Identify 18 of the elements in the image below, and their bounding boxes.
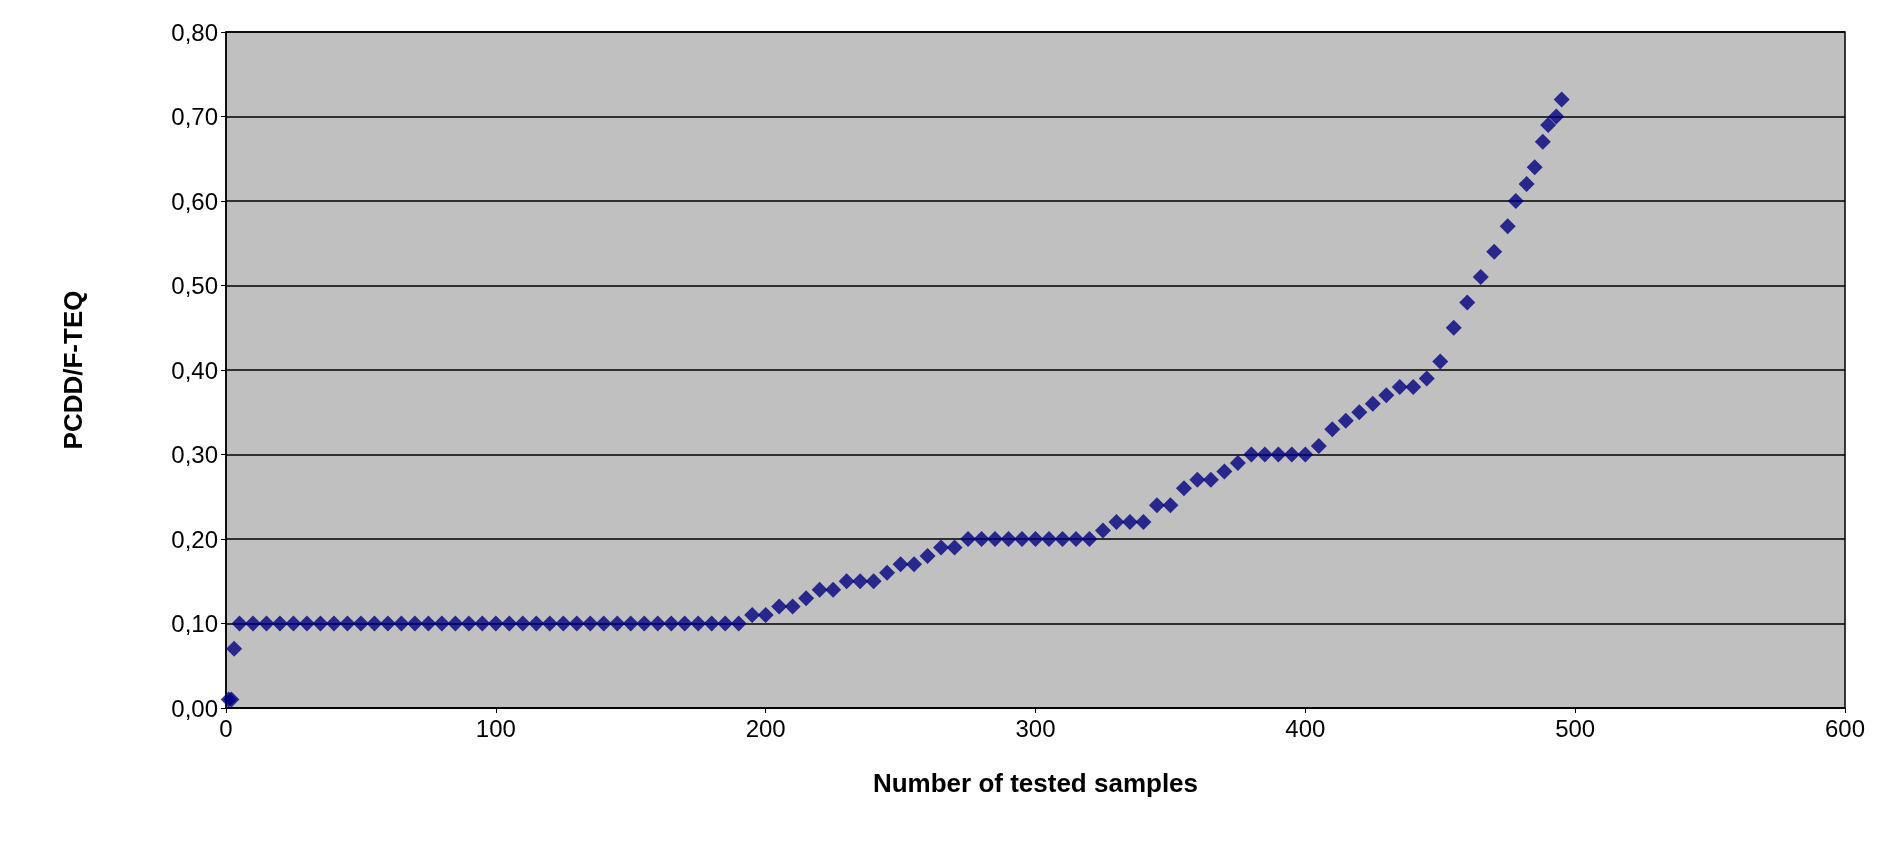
y-tick-label: 0,80 [171,18,218,46]
y-tick-label: 0,60 [171,187,218,215]
x-tick-label: 200 [745,714,786,742]
x-tick-label: 400 [1285,714,1326,742]
y-tick-label: 0,30 [171,441,218,468]
y-tick-label: 0,50 [171,272,218,299]
x-tick-label: 300 [1015,714,1056,742]
y-tick-label: 0,00 [171,694,218,722]
y-axis-title: PCDD/F-TEQ [58,290,88,450]
y-tick-label: 0,70 [171,103,218,130]
y-tick-label: 0,20 [171,525,218,553]
x-tick-label: 600 [1824,714,1866,742]
y-tick-label: 0,40 [171,356,218,384]
x-tick-label: 0 [219,714,233,742]
x-axis-title: Number of tested samples [872,768,1199,798]
x-tick-label: 100 [475,714,516,742]
y-tick-label: 0,10 [171,610,218,637]
x-tick-label: 500 [1555,714,1596,742]
